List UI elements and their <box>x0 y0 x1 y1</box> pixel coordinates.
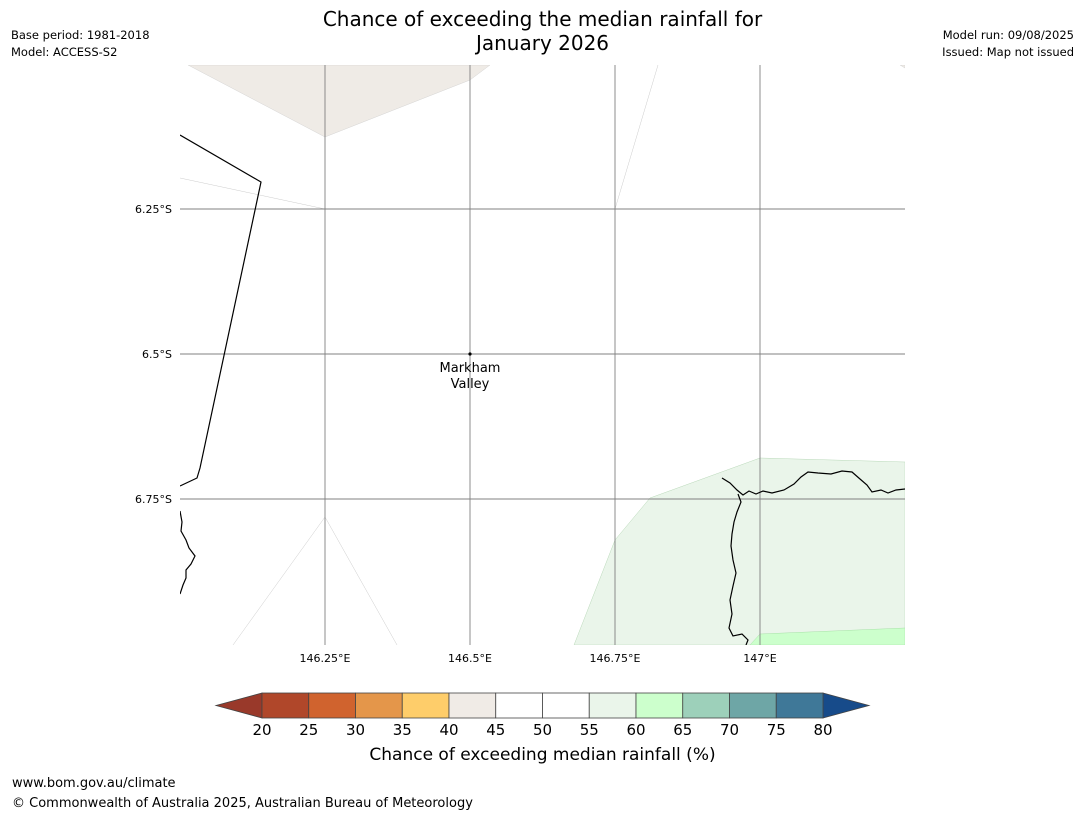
lat-label: 6.75°S <box>135 493 172 506</box>
colorbar-tick-label: 80 <box>813 721 832 739</box>
longitude-labels: 146.25°E 146.5°E 146.75°E 147°E <box>300 652 777 665</box>
coastline-southeast <box>721 470 905 645</box>
colorbar-tick-label: 35 <box>393 721 412 739</box>
colorbar-segment <box>635 692 684 719</box>
colorbar-segment <box>355 692 403 719</box>
place-label-line-2: Valley <box>451 377 490 392</box>
lon-label: 146.25°E <box>300 652 351 665</box>
lon-label: 146.75°E <box>590 652 641 665</box>
base-period-text: Base period: 1981-2018 <box>11 28 150 42</box>
colorbar-segment <box>401 692 450 719</box>
colorbar-under-arrow <box>214 692 263 719</box>
map-area <box>180 65 905 645</box>
colorbar-label: Chance of exceeding median rainfall (%) <box>369 745 716 765</box>
colorbar-segment <box>448 692 497 719</box>
colorbar-tick-label: 65 <box>673 721 692 739</box>
colorbar-tick-label: 75 <box>767 721 786 739</box>
colorbar-tick-label: 30 <box>346 721 365 739</box>
footer-url[interactable]: www.bom.gov.au/climate <box>12 776 176 791</box>
issued-text: Issued: Map not issued <box>942 45 1074 59</box>
colorbar-segment <box>682 692 730 719</box>
colorbar-segment <box>495 692 543 719</box>
meta-left: Base period: 1981-2018 Model: ACCESS-S2 <box>11 27 150 61</box>
place-label-line-1: Markham <box>440 361 501 376</box>
contour-line <box>180 177 326 210</box>
colorbar-segment <box>729 692 777 719</box>
lat-label: 6.25°S <box>135 203 172 216</box>
contour-line <box>614 65 659 210</box>
colorbar: 20 25 30 35 40 45 50 55 60 65 70 75 80 <box>214 692 871 739</box>
colorbar-segment <box>308 692 356 719</box>
colorbar-tick-label: 70 <box>720 721 739 739</box>
region-40-45-ne-corner <box>899 65 905 69</box>
latitude-labels: 6.25°S 6.5°S 6.75°S <box>135 203 172 506</box>
meta-right: Model run: 09/08/2025 Issued: Map not is… <box>942 27 1074 61</box>
colorbar-tick-label: 60 <box>626 721 645 739</box>
region-40-45-north <box>187 65 491 138</box>
title-line-2: January 2026 <box>475 31 610 55</box>
coastline-southwest <box>180 510 196 595</box>
model-text: Model: ACCESS-S2 <box>11 45 118 59</box>
lat-label: 6.5°S <box>142 348 172 361</box>
map-title: Chance of exceeding the median rainfall … <box>0 7 1085 55</box>
lon-label: 146.5°E <box>448 652 492 665</box>
title-line-1: Chance of exceeding the median rainfall … <box>322 7 763 31</box>
location-marker[interactable] <box>468 352 472 356</box>
province-boundary <box>180 134 262 487</box>
colorbar-tick-label: 45 <box>486 721 505 739</box>
colorbar-segment <box>775 692 824 719</box>
colorbar-segment <box>542 692 590 719</box>
contour-line <box>324 516 398 645</box>
colorbar-tick-label: 40 <box>439 721 458 739</box>
colorbar-segment <box>588 692 637 719</box>
contour-line <box>232 516 326 645</box>
colorbar-over-arrow <box>822 692 871 719</box>
colorbar-tick-label: 55 <box>580 721 599 739</box>
colorbar-tick-label: 25 <box>299 721 318 739</box>
lon-label: 147°E <box>743 652 776 665</box>
colorbar-tick-label: 20 <box>252 721 271 739</box>
footer-copyright: © Commonwealth of Australia 2025, Austra… <box>12 796 473 811</box>
region-60-65-southeast <box>749 627 905 645</box>
region-55-60-southeast <box>573 457 905 645</box>
colorbar-tick-label: 50 <box>533 721 552 739</box>
model-run-text: Model run: 09/08/2025 <box>942 28 1074 42</box>
graticule <box>180 65 905 645</box>
colorbar-segment <box>261 692 310 719</box>
